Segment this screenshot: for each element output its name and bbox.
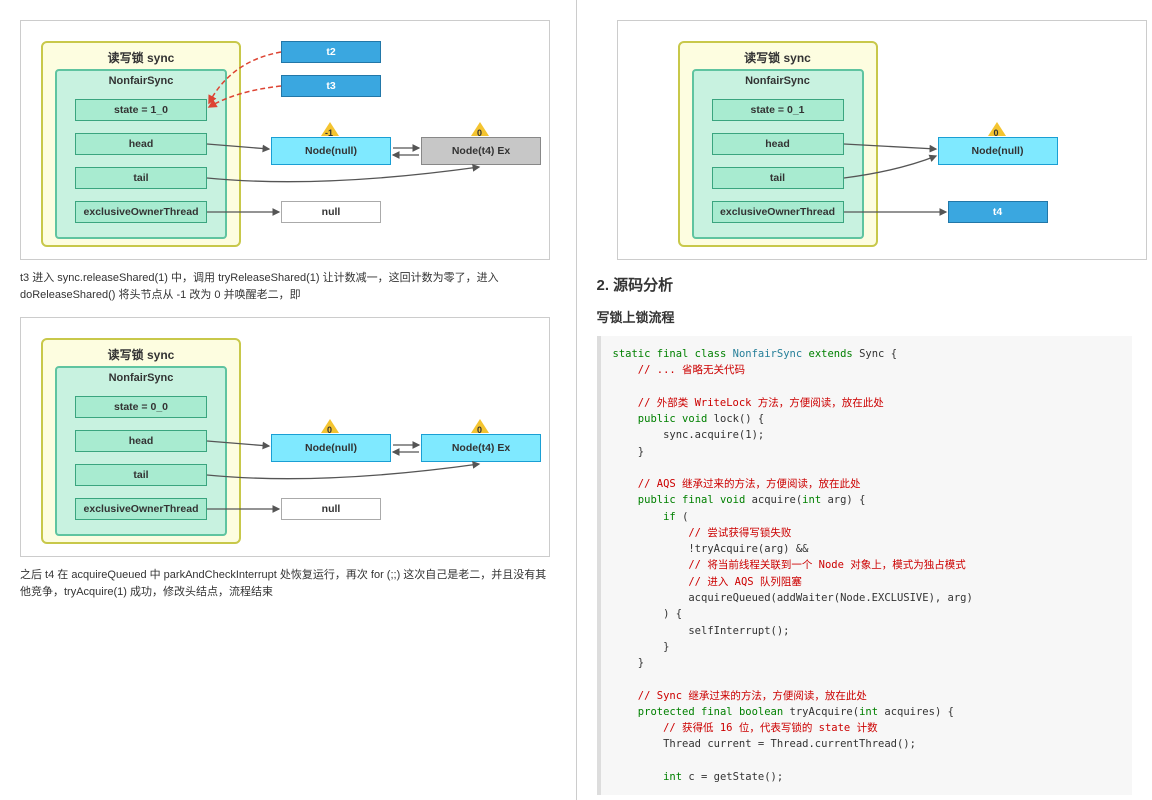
node-null: Node(null) (938, 137, 1058, 165)
code-txt: acquire( (752, 494, 803, 506)
node-t4ex: Node(t4) Ex (421, 434, 541, 462)
code-comment: // 将当前线程关联到一个 Node 对象上，模式为独占模式 (688, 559, 965, 571)
node-nullbox: null (281, 498, 381, 520)
code-comment: // 尝试获得写锁失败 (688, 527, 791, 539)
code-txt: c = getState(); (688, 771, 783, 783)
field-state: state = 0_0 (75, 396, 207, 418)
node-t4ex: Node(t4) Ex (421, 137, 541, 165)
code-kw: static final class (613, 348, 727, 360)
code-comment: // AQS 继承过来的方法，方便阅读，放在此处 (638, 478, 861, 490)
code-comment: // ... 省略无关代码 (638, 364, 745, 376)
code-txt: Sync { (859, 348, 897, 360)
code-comment: // Sync 继承过来的方法，方便阅读，放在此处 (638, 690, 867, 702)
code-txt: Thread current = Thread.currentThread(); (663, 738, 916, 750)
inner-title: NonfairSync (694, 71, 862, 91)
node-t4: t4 (948, 201, 1048, 223)
outer-title: 读写锁 sync (43, 43, 239, 72)
field-eot: exclusiveOwnerThread (712, 201, 844, 223)
field-head: head (75, 133, 207, 155)
code-kw: protected final boolean (638, 706, 783, 718)
field-tail: tail (75, 464, 207, 486)
page: 读写锁 sync NonfairSync state = 1_0 head ta… (0, 0, 1152, 800)
code-kw: int (663, 771, 682, 783)
node-null: Node(null) (271, 137, 391, 165)
right-column: 读写锁 sync NonfairSync state = 0_1 head ta… (577, 0, 1152, 800)
code-comment: // 进入 AQS 队列阻塞 (688, 576, 802, 588)
tri-label-1: 0 (327, 425, 332, 435)
paragraph-1: t3 进入 sync.releaseShared(1) 中，调用 tryRele… (20, 270, 556, 303)
code-txt: tryAcquire( (790, 706, 860, 718)
code-txt: } (638, 657, 644, 669)
field-state: state = 1_0 (75, 99, 207, 121)
field-eot: exclusiveOwnerThread (75, 201, 207, 223)
code-kw: int (859, 706, 878, 718)
code-txt: } (663, 641, 669, 653)
sub-heading: 写锁上锁流程 (597, 307, 1133, 326)
code-txt: sync.acquire(1); (663, 429, 764, 441)
code-txt: } (638, 446, 644, 458)
code-kw: public final void (638, 494, 745, 506)
field-head: head (75, 430, 207, 452)
field-tail: tail (712, 167, 844, 189)
code-txt: acquireQueued(addWaiter(Node.EXCLUSIVE),… (688, 592, 972, 604)
code-comment: // 获得低 16 位，代表写锁的 state 计数 (663, 722, 878, 734)
code-kw: extends (809, 348, 853, 360)
tri-label-2: 0 (477, 128, 482, 138)
diagram-1: 读写锁 sync NonfairSync state = 1_0 head ta… (20, 20, 550, 260)
code-txt: ( (682, 511, 688, 523)
tri-label-1: -1 (325, 128, 333, 138)
code-kw: int (802, 494, 821, 506)
tri-label-2: 0 (477, 425, 482, 435)
field-tail: tail (75, 167, 207, 189)
tri-label-1: 0 (994, 128, 999, 138)
code-txt: lock() { (714, 413, 765, 425)
code-txt: arg) { (827, 494, 865, 506)
diagram-3: 读写锁 sync NonfairSync state = 0_1 head ta… (617, 20, 1147, 260)
code-ty: NonfairSync (733, 348, 803, 360)
outer-title: 读写锁 sync (43, 340, 239, 369)
code-txt: ) { (663, 608, 682, 620)
code-txt: selfInterrupt(); (688, 625, 789, 637)
field-head: head (712, 133, 844, 155)
inner-title: NonfairSync (57, 71, 225, 91)
section-heading: 2. 源码分析 (597, 274, 1133, 295)
left-column: 读写锁 sync NonfairSync state = 1_0 head ta… (0, 0, 577, 800)
outer-title: 读写锁 sync (680, 43, 876, 72)
code-comment: // 外部类 WriteLock 方法，方便阅读，放在此处 (638, 397, 884, 409)
inner-title: NonfairSync (57, 368, 225, 388)
diagram-2: 读写锁 sync NonfairSync state = 0_0 head ta… (20, 317, 550, 557)
code-txt: acquires) { (884, 706, 954, 718)
code-block: static final class NonfairSync extends S… (597, 336, 1133, 795)
paragraph-2: 之后 t4 在 acquireQueued 中 parkAndCheckInte… (20, 567, 556, 600)
node-null: Node(null) (271, 434, 391, 462)
code-kw: public void (638, 413, 708, 425)
node-t3: t3 (281, 75, 381, 97)
node-t2: t2 (281, 41, 381, 63)
node-nullbox: null (281, 201, 381, 223)
field-state: state = 0_1 (712, 99, 844, 121)
code-txt: !tryAcquire(arg) && (688, 543, 808, 555)
field-eot: exclusiveOwnerThread (75, 498, 207, 520)
code-kw: if (663, 511, 676, 523)
